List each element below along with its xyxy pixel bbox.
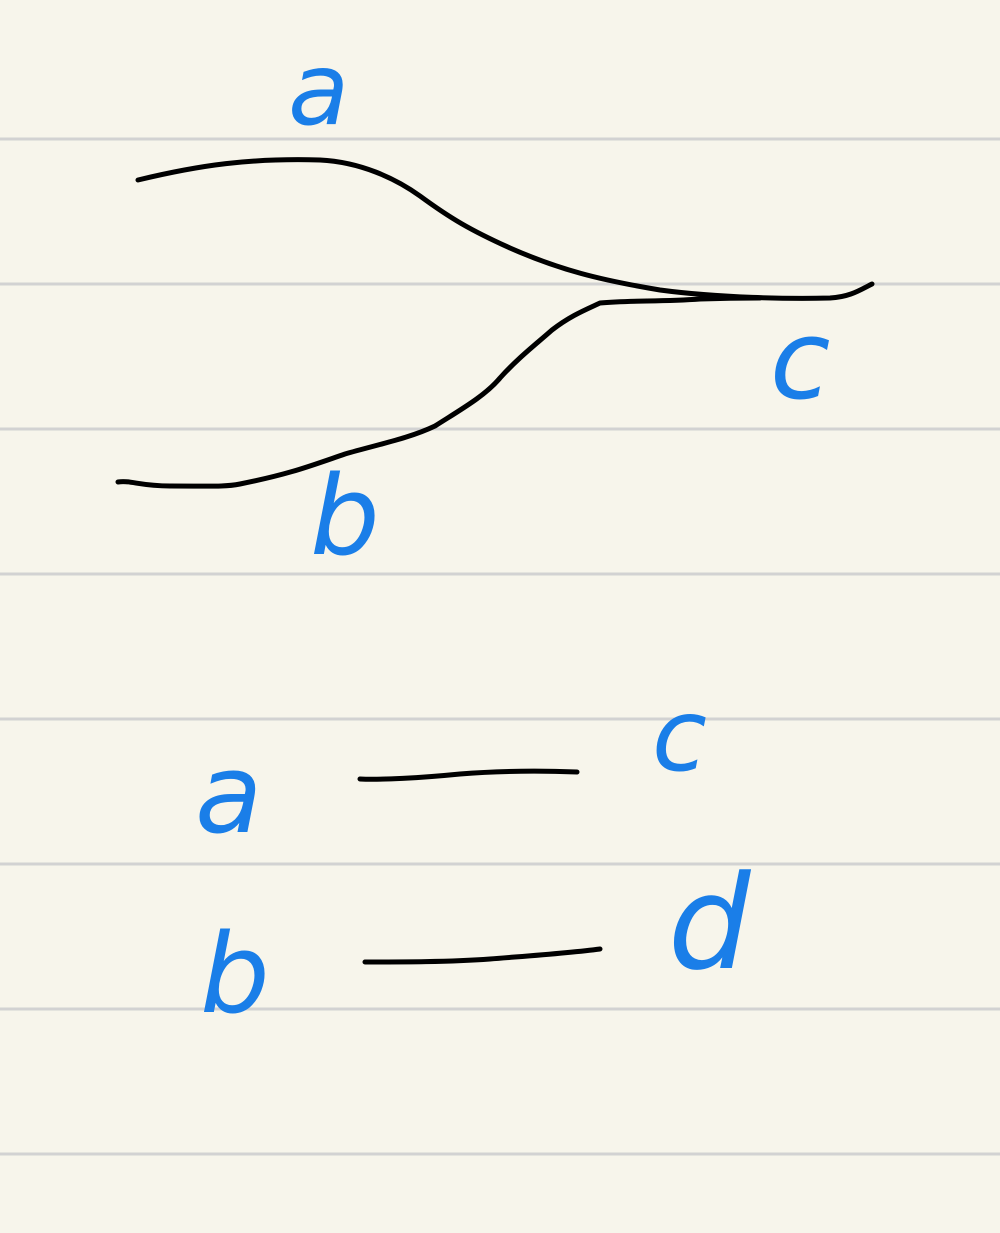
- label-c-bottom: c: [652, 677, 707, 794]
- label-b-top: b: [310, 452, 380, 580]
- label-c-top: c: [770, 296, 830, 424]
- label-a-top: a: [288, 31, 349, 148]
- line-a-to-c: [357, 768, 580, 782]
- label-a-bottom: a: [195, 730, 262, 858]
- ruled-lines: [0, 137, 1000, 1156]
- strand-a-curve: [135, 157, 875, 301]
- label-b-bottom: b: [200, 910, 270, 1038]
- strand-b-curve: [115, 295, 763, 489]
- top-merge-diagram: a b c: [115, 31, 875, 580]
- bottom-parallel-diagram: a c b d: [195, 677, 752, 1038]
- label-d-bottom: d: [668, 847, 752, 999]
- line-b-to-d: [362, 946, 603, 965]
